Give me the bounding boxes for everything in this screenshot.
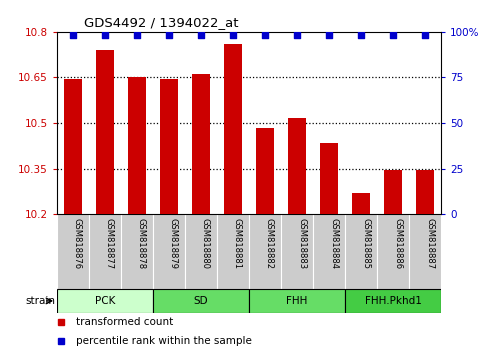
Point: [421, 32, 429, 38]
Text: GDS4492 / 1394022_at: GDS4492 / 1394022_at: [84, 16, 238, 29]
Bar: [345, 289, 441, 313]
Text: GSM818887: GSM818887: [425, 218, 434, 269]
Bar: [57, 289, 153, 313]
Bar: [256, 127, 274, 214]
Bar: [192, 74, 210, 214]
Text: SD: SD: [194, 296, 208, 306]
Bar: [377, 214, 409, 289]
Text: GSM818886: GSM818886: [393, 218, 402, 269]
Text: GSM818882: GSM818882: [265, 218, 274, 269]
Bar: [96, 50, 113, 214]
Point: [165, 32, 173, 38]
Bar: [249, 289, 345, 313]
Point: [293, 32, 301, 38]
Bar: [249, 214, 281, 289]
Text: PCK: PCK: [95, 296, 115, 306]
Bar: [320, 143, 338, 214]
Bar: [185, 214, 217, 289]
Bar: [89, 214, 121, 289]
Point: [389, 32, 397, 38]
Text: GSM818878: GSM818878: [137, 218, 146, 269]
Text: transformed count: transformed count: [76, 317, 173, 327]
Point: [357, 32, 365, 38]
Text: FHH.Pkhd1: FHH.Pkhd1: [365, 296, 422, 306]
Text: strain: strain: [25, 296, 55, 306]
Text: FHH: FHH: [286, 296, 308, 306]
Bar: [160, 79, 177, 214]
Bar: [385, 170, 402, 214]
Point: [325, 32, 333, 38]
Bar: [153, 214, 185, 289]
Bar: [345, 214, 377, 289]
Text: GSM818881: GSM818881: [233, 218, 242, 269]
Point: [229, 32, 237, 38]
Point: [101, 32, 108, 38]
Text: GSM818876: GSM818876: [73, 218, 82, 269]
Text: GSM818883: GSM818883: [297, 218, 306, 269]
Point: [133, 32, 141, 38]
Bar: [64, 79, 81, 214]
Bar: [281, 214, 313, 289]
Bar: [121, 214, 153, 289]
Text: GSM818879: GSM818879: [169, 218, 178, 269]
Text: GSM818877: GSM818877: [105, 218, 114, 269]
Bar: [409, 214, 441, 289]
Bar: [224, 44, 242, 214]
Bar: [128, 78, 145, 214]
Bar: [57, 214, 89, 289]
Bar: [217, 214, 249, 289]
Bar: [352, 193, 370, 214]
Point: [261, 32, 269, 38]
Bar: [288, 119, 306, 214]
Point: [197, 32, 205, 38]
Text: GSM818884: GSM818884: [329, 218, 338, 269]
Point: [69, 32, 77, 38]
Text: percentile rank within the sample: percentile rank within the sample: [76, 336, 252, 346]
Bar: [417, 170, 434, 214]
Bar: [313, 214, 345, 289]
Text: GSM818885: GSM818885: [361, 218, 370, 269]
Bar: [153, 289, 249, 313]
Text: GSM818880: GSM818880: [201, 218, 210, 269]
